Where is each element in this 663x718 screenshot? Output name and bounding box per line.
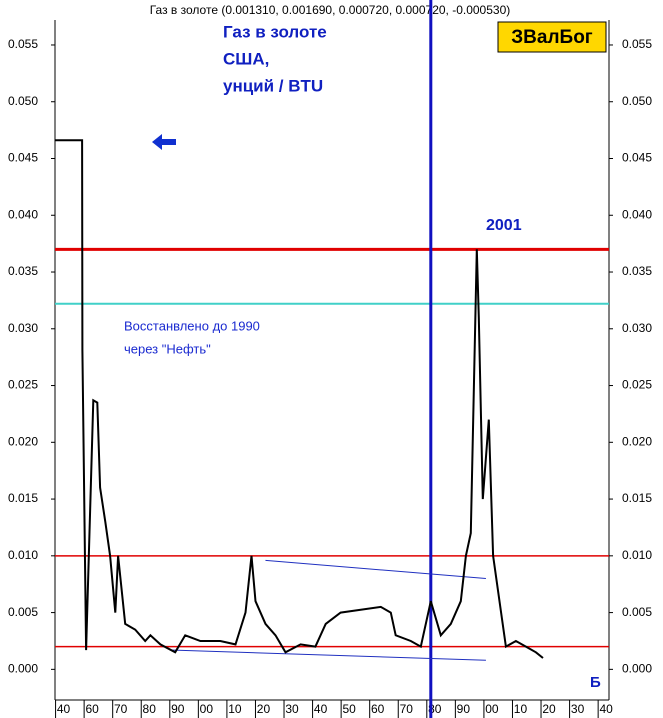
x-tick-label: 70 <box>400 702 414 716</box>
x-tick-label: 20 <box>542 702 556 716</box>
x-tick-label: 60 <box>371 702 385 716</box>
note-line: через "Нефть" <box>124 341 211 356</box>
x-tick-label: 90 <box>171 702 185 716</box>
x-tick-label: 40 <box>314 702 328 716</box>
y-tick-label: 0.015 <box>622 491 652 505</box>
y-tick-label: 0.020 <box>622 434 652 448</box>
y-tick-label: 0.030 <box>622 321 652 335</box>
y-tick-label: 0.005 <box>622 605 652 619</box>
y-tick-label: 0.055 <box>8 37 38 51</box>
y-tick-label: 0.050 <box>622 94 652 108</box>
y-tick-label: 0.005 <box>8 605 38 619</box>
y-tick-label: 0.000 <box>622 662 652 676</box>
x-tick-label: 10 <box>228 702 242 716</box>
arrow-icon <box>152 134 176 150</box>
badge-box <box>497 21 607 53</box>
y-tick-label: 0.035 <box>8 264 38 278</box>
heading-line: унций / BTU <box>223 76 323 95</box>
y-tick-label: 0.040 <box>8 207 38 221</box>
x-tick-label: 10 <box>514 702 528 716</box>
y-tick-label: 0.010 <box>622 548 652 562</box>
chart-title: Газ в золоте (0.001310, 0.001690, 0.0007… <box>150 3 511 17</box>
x-tick-label: 90 <box>457 702 471 716</box>
y-tick-label: 0.020 <box>8 434 38 448</box>
y-tick-label: 0.000 <box>8 662 38 676</box>
y-tick-label: 0.035 <box>622 264 652 278</box>
x-tick-label: 00 <box>200 702 214 716</box>
series-line <box>55 139 544 659</box>
y-tick-label: 0.015 <box>8 491 38 505</box>
y-tick-label: 0.025 <box>8 378 38 392</box>
y-tick-label: 0.025 <box>622 378 652 392</box>
badge: ЗВалБог <box>511 27 593 48</box>
y-tick-label: 0.045 <box>622 151 652 165</box>
trend-line <box>265 559 486 580</box>
x-tick-label: 30 <box>285 702 299 716</box>
x-tick-label: 80 <box>143 702 157 716</box>
x-tick-label: 70 <box>114 702 128 716</box>
y-tick-label: 0.030 <box>8 321 38 335</box>
x-tick-label: 00 <box>485 702 499 716</box>
y-tick-label: 0.045 <box>8 151 38 165</box>
x-tick-label: 30 <box>571 702 585 716</box>
x-tick-label: 40 <box>599 702 613 716</box>
x-tick-label: 50 <box>342 702 356 716</box>
heading-line: Газ в золоте <box>223 22 327 41</box>
heading-line: США, <box>223 49 269 68</box>
corner-label: Б <box>590 674 601 691</box>
peak-label: 2001 <box>486 217 522 234</box>
y-tick-label: 0.010 <box>8 548 38 562</box>
y-tick-label: 0.040 <box>622 207 652 221</box>
x-tick-label: 60 <box>85 702 99 716</box>
x-tick-label: 20 <box>257 702 271 716</box>
x-tick-label: 40 <box>57 702 71 716</box>
trend-line <box>170 649 486 661</box>
note-line: Восстанвлено до 1990 <box>124 318 260 333</box>
y-tick-label: 0.050 <box>8 94 38 108</box>
y-tick-label: 0.055 <box>622 37 652 51</box>
